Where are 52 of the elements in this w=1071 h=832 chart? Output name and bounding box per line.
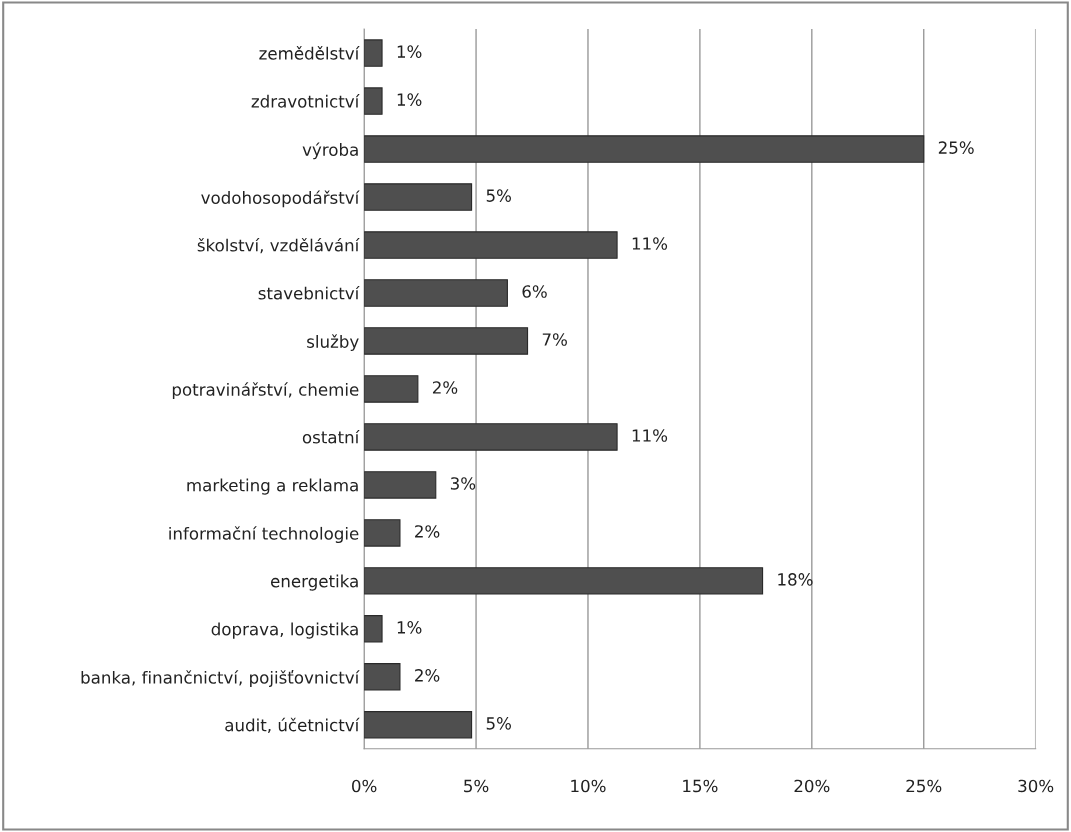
data-label: 2% bbox=[415, 525, 440, 538]
y-tick-label: doprava, logistika bbox=[211, 622, 358, 639]
x-tick-label: 20% bbox=[794, 779, 830, 793]
data-label: 18% bbox=[778, 573, 813, 586]
bar bbox=[364, 423, 618, 451]
data-label: 5% bbox=[486, 189, 511, 202]
data-label: 7% bbox=[542, 333, 567, 346]
bar bbox=[364, 279, 508, 307]
data-label: 1% bbox=[397, 621, 422, 634]
y-tick-label: školství, vzdělávání bbox=[197, 238, 360, 254]
x-tick-label: 10% bbox=[571, 779, 606, 793]
bar bbox=[364, 471, 437, 499]
bar bbox=[364, 567, 764, 595]
data-label: 11% bbox=[632, 237, 668, 250]
data-label: 11% bbox=[632, 429, 668, 442]
x-tick-label: 5% bbox=[464, 779, 489, 793]
bar bbox=[364, 663, 401, 691]
bar bbox=[364, 135, 925, 163]
x-tick-label: 25% bbox=[906, 779, 942, 793]
bar bbox=[364, 519, 401, 547]
y-tick-label: zemědělství bbox=[259, 46, 360, 60]
bar bbox=[364, 615, 383, 643]
bar bbox=[364, 87, 383, 115]
data-label: 25% bbox=[938, 141, 974, 154]
y-tick-label: energetika bbox=[270, 574, 358, 591]
y-tick-label: potravinářství, chemie bbox=[172, 382, 359, 400]
x-tick-label: 15% bbox=[683, 779, 718, 793]
bar bbox=[364, 711, 473, 739]
y-tick-label: služby bbox=[307, 334, 359, 352]
data-label: 6% bbox=[522, 285, 547, 298]
bar bbox=[364, 231, 618, 259]
bar bbox=[364, 327, 529, 355]
bar bbox=[364, 375, 419, 403]
x-tick-label: 30% bbox=[1018, 779, 1054, 793]
y-tick-label: informační technologie bbox=[169, 526, 359, 544]
data-label: 5% bbox=[486, 717, 511, 730]
y-tick-label: výroba bbox=[302, 142, 358, 160]
y-tick-label: zdravotnictví bbox=[251, 94, 360, 108]
bar bbox=[364, 39, 383, 67]
x-tick-label: 0% bbox=[352, 779, 377, 793]
data-label: 2% bbox=[415, 669, 440, 682]
y-tick-label: ostatní bbox=[302, 429, 360, 444]
data-label: 2% bbox=[432, 381, 458, 394]
y-tick-label: banka, finančnictví, pojišťovnictví bbox=[81, 670, 360, 688]
y-tick-label: stavebnictví bbox=[258, 286, 360, 300]
data-label: 1% bbox=[397, 93, 422, 106]
y-tick-label: vodohosopodářství bbox=[201, 190, 360, 208]
data-label: 3% bbox=[450, 477, 476, 490]
bar bbox=[364, 183, 473, 211]
data-label: 1% bbox=[397, 45, 422, 58]
y-tick-label: audit, účetnictví bbox=[225, 717, 360, 734]
y-tick-label: marketing a reklama bbox=[187, 478, 358, 495]
